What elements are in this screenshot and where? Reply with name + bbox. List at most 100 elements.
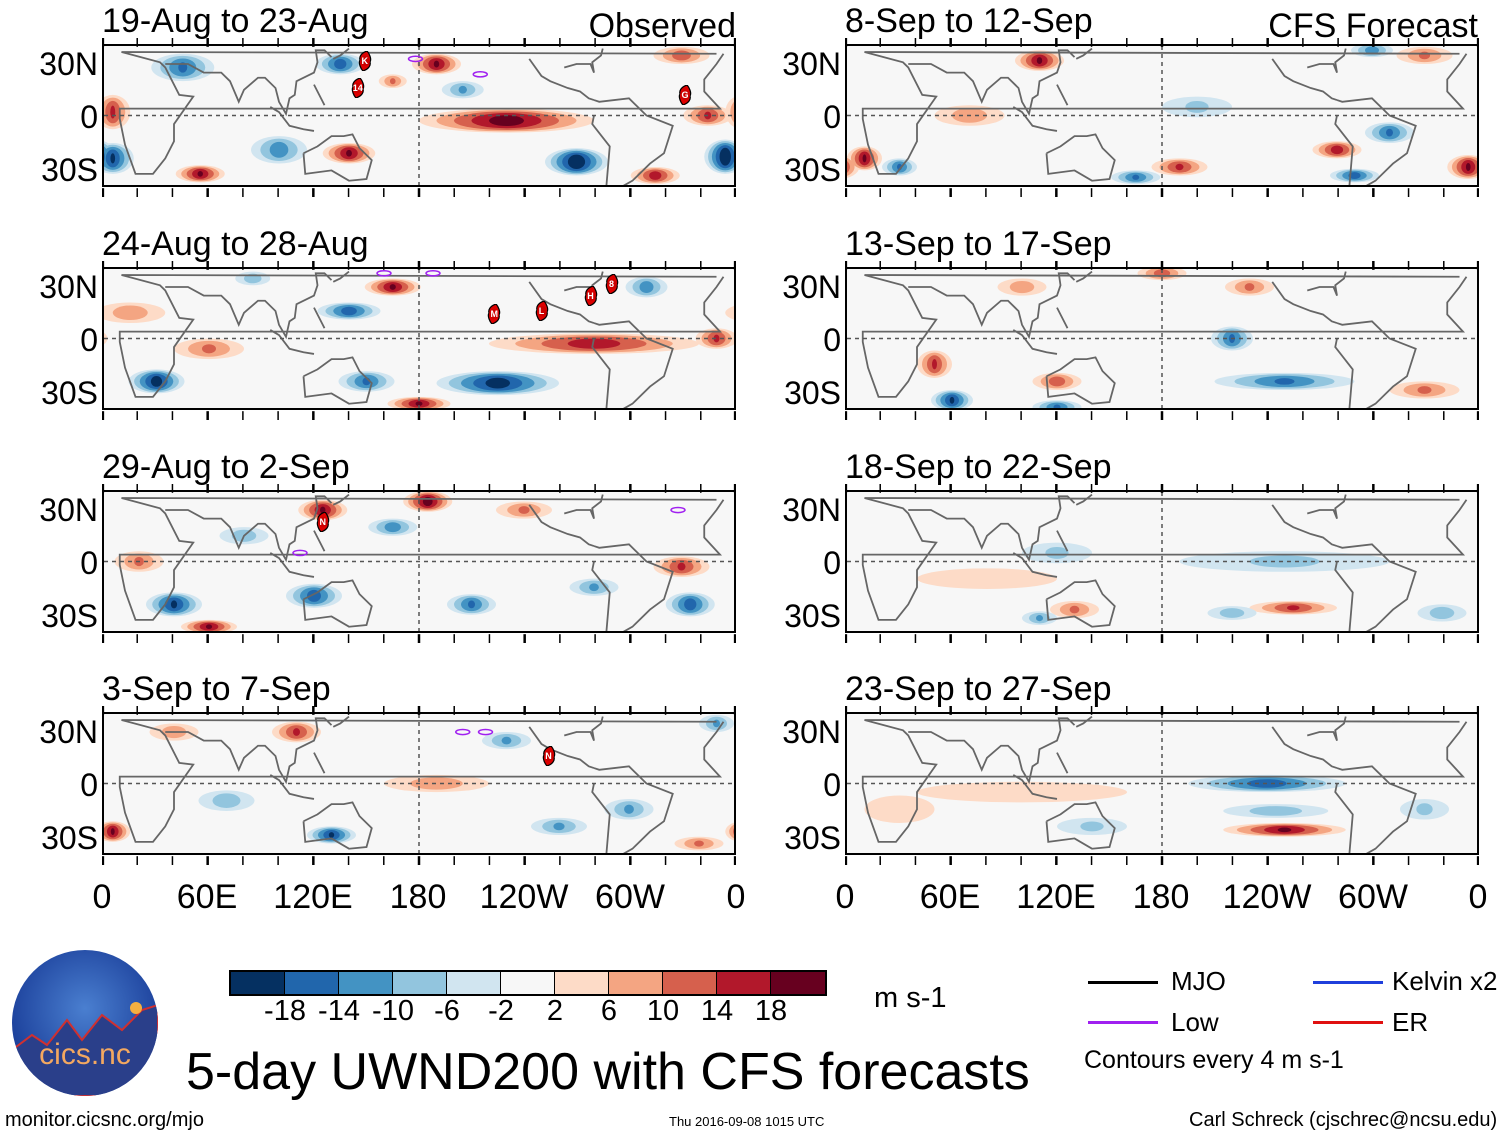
colorbar-tick-label: 10 bbox=[646, 995, 680, 1027]
lon-label: 60E bbox=[919, 878, 981, 916]
lon-ticks bbox=[845, 261, 1479, 420]
westerly-anomaly-contour bbox=[110, 828, 115, 835]
lat-label: 30N bbox=[39, 714, 98, 750]
coastline bbox=[1076, 717, 1092, 727]
tropical-cyclone-icon: G bbox=[677, 84, 693, 106]
legend-low-line bbox=[1088, 1021, 1158, 1024]
westerly-anomaly-contour bbox=[1277, 827, 1292, 833]
coastline bbox=[908, 273, 1074, 336]
figure-title: 5-day UWND200 with CFS forecasts bbox=[186, 1043, 1030, 1101]
westerly-anomaly-contour bbox=[1048, 376, 1066, 387]
westerly-anomaly-contour bbox=[1330, 145, 1344, 155]
colorbar-tick-label: 6 bbox=[600, 995, 618, 1027]
map-panel-forecast bbox=[845, 267, 1479, 410]
legend-mjo-line bbox=[1088, 981, 1158, 984]
lon-label: 0 bbox=[92, 878, 112, 916]
westerly-anomaly-contour bbox=[567, 338, 621, 349]
lat-label: 30N bbox=[782, 46, 841, 82]
panel-title: 29-Aug to 2-Sep bbox=[102, 448, 350, 486]
coastline bbox=[1013, 107, 1057, 131]
lon-label: 0 bbox=[835, 878, 855, 916]
easterly-anomaly-contour bbox=[269, 141, 289, 158]
footer-url[interactable]: monitor.cicsnc.org/mjo bbox=[5, 1109, 204, 1131]
storm-label: N bbox=[545, 751, 552, 762]
tropical-cyclone-icon: N bbox=[315, 511, 331, 533]
easterly-anomaly-contour bbox=[684, 598, 697, 611]
lat-label: 30S bbox=[784, 375, 841, 411]
westerly-anomaly-contour bbox=[1069, 605, 1080, 614]
colorbar-swatch bbox=[609, 972, 663, 994]
westerly-anomaly-contour bbox=[917, 568, 1057, 589]
colorbar-swatch bbox=[663, 972, 717, 994]
coastline bbox=[1047, 357, 1115, 403]
footer-timestamp: Thu 2016-09-08 1015 UTC bbox=[669, 1114, 825, 1129]
lon-ticks bbox=[102, 484, 736, 643]
tropical-cyclone-icon: N bbox=[541, 745, 557, 767]
lat-label: 30N bbox=[39, 492, 98, 528]
logo-text: cics.nc bbox=[39, 1038, 131, 1071]
coastline bbox=[592, 321, 673, 408]
westerly-anomaly-contour bbox=[932, 359, 937, 370]
coastline bbox=[304, 357, 372, 403]
colorbar-tick-label: -2 bbox=[488, 995, 514, 1027]
tropical-cyclone-icon: K bbox=[357, 49, 373, 72]
coastline bbox=[165, 50, 331, 113]
lon-ticks bbox=[102, 261, 736, 420]
westerly-anomaly-contour bbox=[1465, 162, 1471, 171]
lat-label: 30S bbox=[41, 375, 98, 411]
coastline bbox=[314, 753, 325, 774]
tropical-cyclone-icon: L bbox=[534, 300, 550, 322]
low-contour bbox=[456, 729, 470, 734]
map-panel-observed: N bbox=[102, 712, 736, 855]
map-panel-observed: K 14 G bbox=[102, 44, 736, 187]
coastline bbox=[592, 544, 673, 631]
coastline bbox=[564, 717, 603, 741]
westerly-anomaly-contour bbox=[1175, 163, 1184, 171]
coastline bbox=[270, 553, 314, 577]
easterly-anomaly-contour bbox=[170, 600, 178, 609]
westerly-anomaly-contour bbox=[1417, 386, 1432, 394]
lat-label: 30S bbox=[784, 598, 841, 634]
westerly-anomaly-contour bbox=[729, 824, 734, 839]
storm-label: 14 bbox=[352, 83, 363, 94]
colorbar-tick-label: -6 bbox=[434, 995, 460, 1027]
lat-label: 30N bbox=[39, 269, 98, 305]
lat-label: 0 bbox=[80, 99, 98, 135]
lon-label: 120E bbox=[273, 878, 353, 916]
colorbar-tick-label: 14 bbox=[700, 995, 734, 1027]
easterly-anomaly-contour bbox=[639, 281, 654, 293]
legend-mjo: MJO bbox=[1171, 966, 1226, 996]
storm-label: G bbox=[681, 89, 689, 100]
coastline bbox=[1047, 580, 1115, 626]
coastline bbox=[1047, 134, 1115, 180]
coastline bbox=[304, 134, 372, 180]
map-panel-observed: M L H 8 bbox=[102, 267, 736, 410]
coastline bbox=[1272, 59, 1337, 100]
coastline bbox=[1335, 766, 1416, 853]
coastline bbox=[1335, 98, 1416, 185]
lon-label: 60E bbox=[176, 878, 238, 916]
lon-label: 0 bbox=[726, 878, 746, 916]
easterly-anomaly-contour bbox=[1365, 46, 1379, 55]
coastline bbox=[1057, 85, 1068, 106]
lat-label: 0 bbox=[823, 767, 841, 803]
coastline bbox=[529, 59, 594, 100]
coastline bbox=[314, 85, 325, 106]
coastline bbox=[1076, 272, 1092, 282]
coastline bbox=[1013, 330, 1057, 354]
coastline bbox=[304, 802, 372, 848]
coastline bbox=[1335, 321, 1416, 408]
coastline bbox=[1013, 553, 1057, 577]
coastline bbox=[564, 49, 603, 73]
easterly-anomaly-contour bbox=[1274, 378, 1295, 385]
lon-label: 0 bbox=[1468, 878, 1488, 916]
easterly-anomaly-contour bbox=[485, 377, 510, 389]
westerly-anomaly-contour bbox=[733, 828, 734, 835]
legend-kelvin: Kelvin x2 bbox=[1392, 966, 1498, 996]
westerly-anomaly-contour bbox=[677, 562, 686, 571]
coastline bbox=[1272, 727, 1337, 768]
coastline bbox=[863, 52, 1467, 174]
colorbar-swatch bbox=[447, 972, 501, 994]
westerly-anomaly-contour bbox=[649, 171, 662, 180]
storm-label: 8 bbox=[608, 278, 614, 289]
